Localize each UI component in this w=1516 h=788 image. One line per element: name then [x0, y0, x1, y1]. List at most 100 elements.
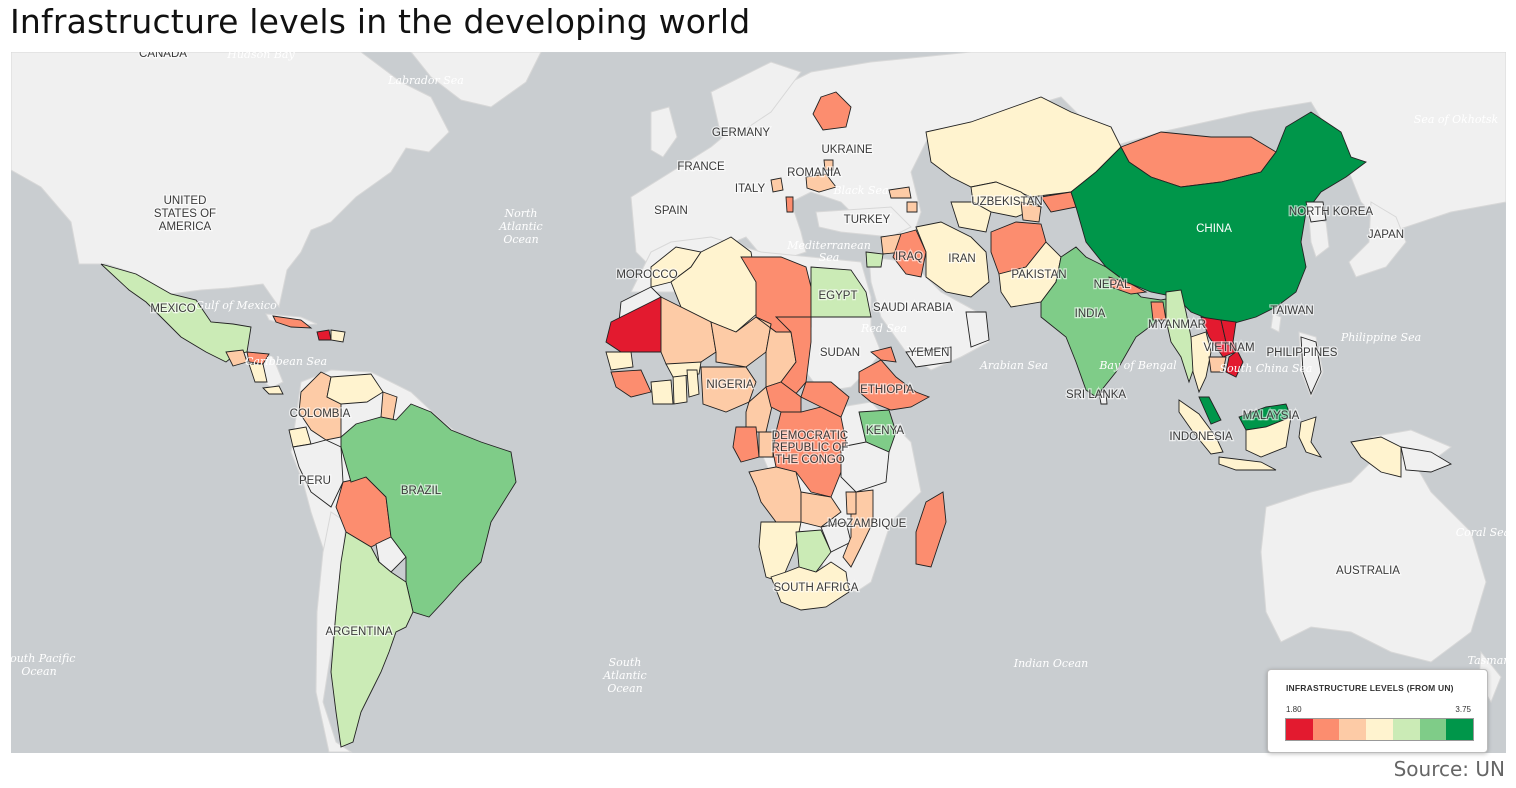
country-oman[interactable]	[965, 311, 990, 348]
country-benin[interactable]	[686, 369, 700, 398]
label-south-africa: SOUTH AFRICA	[774, 582, 859, 594]
label-yemen: YEMEN	[909, 347, 950, 359]
label-malaysia: MALAYSIA	[1243, 410, 1300, 422]
label-ethiopia: ETHIOPIA	[860, 384, 914, 396]
label-uzbekistan: UZBEKISTAN	[971, 196, 1042, 208]
country-south-africa[interactable]	[770, 561, 850, 611]
label-morocco: MOROCCO	[616, 269, 677, 281]
country-vietnam[interactable]	[1220, 319, 1244, 378]
country-moldova[interactable]	[823, 159, 834, 171]
water-label-red-sea: Red Sea	[860, 322, 907, 335]
world-map[interactable]: Hudson Bay Labrador Sea North Atlantic Oce…	[11, 52, 1506, 753]
water-label-bay-bengal: Bay of Bengal	[1098, 359, 1177, 372]
label-sudan: SUDAN	[820, 347, 860, 359]
legend-swatch-4	[1366, 719, 1393, 740]
country-ghana[interactable]	[672, 373, 688, 405]
label-iraq: IRAQ	[895, 251, 923, 263]
country-colombia[interactable]	[298, 371, 342, 441]
country-cuba-data[interactable]	[272, 315, 313, 329]
country-brazil[interactable]	[340, 403, 517, 618]
label-australia: AUSTRALIA	[1336, 565, 1400, 577]
country-nicaragua[interactable]	[248, 363, 268, 383]
country-iraq[interactable]	[892, 229, 927, 278]
legend-swatch-3	[1339, 719, 1367, 740]
country-bangladesh[interactable]	[1150, 301, 1167, 321]
country-labels: CANADA UNITED STATES OF AMERICA MEXICO COL…	[138, 52, 1406, 639]
country-cambodia[interactable]	[1208, 356, 1227, 373]
country-nepal[interactable]	[1108, 276, 1148, 295]
country-png[interactable]	[1400, 446, 1453, 473]
country-gabon[interactable]	[758, 431, 774, 458]
label-north-korea: NORTH KOREA	[1289, 206, 1373, 218]
country-haiti[interactable]	[316, 329, 332, 341]
country-tanzania[interactable]	[840, 441, 890, 493]
water-label-okhotsk: Sea of Okhotsk	[1414, 113, 1499, 126]
country-south-sudan[interactable]	[800, 381, 850, 418]
country-venezuela[interactable]	[326, 373, 384, 405]
country-tajikistan[interactable]	[1020, 201, 1042, 223]
country-madagascar[interactable]	[915, 491, 947, 568]
label-nepal: NEPAL	[1094, 279, 1131, 291]
country-paraguay[interactable]	[375, 536, 407, 573]
country-ivory-coast[interactable]	[650, 379, 674, 405]
water-label-south-atlantic: South Atlantic Ocean	[602, 656, 646, 695]
country-mozambique[interactable]	[842, 489, 874, 568]
country-indonesia-sulawesi[interactable]	[1298, 416, 1323, 458]
country-guinea[interactable]	[610, 369, 652, 398]
water-label-hudson: Hudson Bay	[226, 52, 295, 61]
country-egypt[interactable]	[810, 266, 872, 318]
country-armenia[interactable]	[906, 201, 918, 213]
country-philippines-data[interactable]	[1300, 336, 1322, 396]
country-albania[interactable]	[785, 196, 794, 213]
country-botswana[interactable]	[795, 529, 832, 573]
water-label-mediterranean: Mediterranean Sea	[786, 239, 871, 264]
country-congo[interactable]	[732, 426, 760, 463]
label-canada: CANADA	[139, 52, 187, 60]
label-turkey: TURKEY	[844, 214, 891, 226]
water-label-philippine: Philippine Sea	[1340, 331, 1421, 344]
country-malaysia-peninsula[interactable]	[1198, 396, 1222, 425]
country-turkmenistan[interactable]	[950, 201, 992, 233]
land-taiwan	[1270, 313, 1282, 333]
country-indonesia-papua[interactable]	[1350, 436, 1402, 478]
country-malawi[interactable]	[845, 491, 857, 515]
label-myanmar: MYANMAR	[1148, 319, 1206, 331]
country-argentina[interactable]	[330, 531, 414, 748]
country-yemen[interactable]	[905, 346, 952, 368]
label-usa: UNITED STATES OF AMERICA	[154, 195, 216, 233]
label-drc: DEMOCRATIC REPUBLIC OF THE CONGO	[772, 430, 849, 466]
land-greenland	[410, 52, 542, 108]
country-guatemala[interactable]	[225, 349, 248, 367]
label-vietnam: VIETNAM	[1203, 342, 1254, 354]
country-dominican[interactable]	[330, 329, 346, 343]
label-egypt: EGYPT	[819, 290, 858, 302]
country-zambia[interactable]	[800, 491, 842, 528]
country-sri-lanka[interactable]	[1098, 391, 1108, 405]
country-jordan[interactable]	[865, 251, 884, 268]
country-belarus[interactable]	[812, 91, 852, 131]
map-svg[interactable]: Hudson Bay Labrador Sea North Atlantic Oce…	[11, 52, 1506, 753]
country-indonesia-sumatra[interactable]	[1178, 399, 1224, 455]
country-ethiopia[interactable]	[858, 359, 931, 411]
legend-swatch-2	[1312, 719, 1340, 740]
land-north-america	[11, 52, 450, 309]
land-korea	[1308, 216, 1330, 258]
country-kenya[interactable]	[858, 409, 897, 453]
country-senegal[interactable]	[605, 351, 634, 371]
water-labels: Hudson Bay Labrador Sea North Atlantic Oce…	[11, 52, 1506, 695]
label-nigeria: NIGERIA	[706, 379, 754, 391]
country-indonesia-borneo[interactable]	[1245, 416, 1292, 458]
country-thailand[interactable]	[1190, 331, 1212, 394]
country-north-korea[interactable]	[1305, 201, 1327, 223]
country-panama[interactable]	[262, 385, 284, 395]
country-eritrea[interactable]	[870, 346, 897, 363]
legend-title: INFRASTRUCTURE LEVELS (FROM UN)	[1286, 683, 1454, 693]
country-myanmar[interactable]	[1165, 289, 1197, 384]
country-georgia[interactable]	[888, 186, 912, 199]
label-china: CHINA	[1196, 223, 1232, 235]
country-indonesia-java[interactable]	[1218, 456, 1277, 471]
country-romania[interactable]	[805, 173, 837, 193]
country-iran[interactable]	[915, 221, 990, 298]
country-bosnia[interactable]	[770, 177, 784, 193]
